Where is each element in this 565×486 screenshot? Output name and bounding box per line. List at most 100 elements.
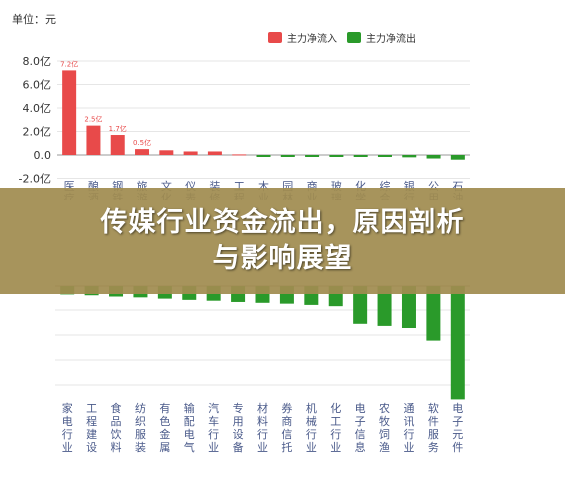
x-tick-label-char: 信	[355, 428, 366, 441]
x-tick-label-char: 工	[234, 180, 245, 193]
legend-swatch-inflow	[268, 32, 282, 43]
y-tick-label: -2.0亿	[19, 173, 51, 186]
x-tick-label-char: 务	[428, 441, 439, 454]
x-tick-label-char: 电	[452, 402, 463, 415]
y-tick-label: 6.0亿	[23, 79, 52, 92]
legend-swatch-outflow	[347, 32, 361, 43]
x-tick-label-char: 备	[233, 440, 244, 454]
legend-label-inflow: 主力净流入	[287, 34, 337, 45]
x-tick-label-char: 子	[452, 415, 463, 428]
bar-outflow	[329, 155, 344, 157]
x-tick-label-char: 金	[159, 427, 170, 441]
x-tick-label-char: 园	[282, 180, 293, 193]
x-tick-label-char: 用	[233, 415, 244, 428]
x-tick-label-char: 件	[452, 441, 463, 454]
legend-label-outflow: 主力净流出	[366, 34, 416, 45]
x-tick-label-char: 有	[159, 401, 170, 415]
data-label: 1.7亿	[109, 124, 127, 133]
data-label: 2.5亿	[84, 115, 102, 124]
x-tick-label-char: 纺	[135, 401, 146, 415]
x-tick-label-char: 料	[111, 440, 122, 454]
x-tick-label-char: 程	[86, 415, 97, 428]
x-tick-label-char: 服	[428, 428, 439, 441]
x-tick-label-char: 饲	[379, 428, 390, 441]
legend-item-inflow[interactable]: 主力净流入	[268, 30, 337, 45]
bar-outflow	[353, 286, 368, 324]
bar-outflow	[450, 286, 465, 400]
x-tick-label-char: 石	[452, 180, 463, 193]
x-tick-label-char: 家	[62, 401, 73, 415]
legend-item-outflow[interactable]: 主力净流出	[347, 30, 416, 45]
bar-inflow	[62, 70, 77, 155]
x-tick-label-char: 行	[208, 428, 219, 441]
x-tick-label-char: 子	[355, 415, 366, 428]
x-tick-label-char: 信	[281, 428, 292, 441]
x-tick-label-char: 木	[258, 180, 269, 193]
x-tick-label-char: 软	[428, 401, 439, 415]
x-tick-label-char: 托	[281, 440, 292, 454]
x-tick-label-char: 券	[281, 401, 292, 415]
headline-banner: 传媒行业资金流出，原因剖析 与影响展望	[0, 188, 565, 294]
bar-outflow	[353, 155, 368, 157]
x-tick-label-char: 品	[111, 415, 122, 428]
x-tick-label-char: 牧	[379, 414, 390, 428]
x-tick-label-char: 配	[184, 415, 195, 428]
bar-inflow	[135, 149, 150, 155]
bar-outflow	[377, 155, 392, 157]
bar-outflow	[426, 155, 441, 159]
bar-outflow	[256, 155, 271, 157]
x-tick-label-char: 化	[355, 179, 366, 193]
x-tick-label-char: 业	[208, 441, 219, 454]
x-tick-label-char: 文	[161, 179, 172, 193]
x-tick-label-char: 息	[355, 440, 366, 454]
bar-inflow	[159, 150, 174, 155]
x-tick-label-char: 设	[233, 428, 244, 441]
x-tick-label-char: 行	[306, 428, 317, 441]
x-tick-label-char: 装	[209, 180, 220, 193]
bar-outflow	[377, 286, 392, 326]
x-tick-label-char: 行	[330, 428, 341, 441]
x-tick-label-char: 业	[306, 441, 317, 454]
x-tick-label-char: 服	[135, 428, 146, 441]
x-tick-label-char: 钢	[112, 180, 123, 193]
unit-label: 单位：元	[12, 13, 56, 26]
x-tick-label-char: 工	[330, 415, 341, 428]
y-tick-label: 4.0亿	[23, 102, 52, 115]
x-tick-label-char: 装	[135, 441, 146, 454]
x-tick-label-char: 业	[257, 441, 268, 454]
x-tick-label-char: 商	[307, 179, 318, 193]
bar-inflow	[86, 125, 101, 155]
x-tick-label-char: 行	[257, 428, 268, 441]
x-tick-label-char: 化	[330, 401, 341, 415]
x-tick-label-char: 工	[86, 402, 97, 415]
bar-outflow	[426, 286, 441, 341]
x-tick-label-char: 公	[428, 180, 439, 193]
x-tick-label-char: 机	[306, 401, 317, 415]
x-tick-label-char: 输	[184, 401, 195, 415]
y-tick-label: 2.0亿	[23, 126, 52, 139]
x-tick-label-char: 械	[306, 414, 317, 428]
x-tick-label-char: 气	[184, 440, 195, 454]
y-tick-label: 8.0亿	[23, 55, 52, 68]
bar-inflow	[110, 135, 125, 155]
headline-line-1: 传媒行业资金流出，原因剖析	[100, 207, 465, 238]
x-tick-label-char: 车	[208, 414, 219, 428]
x-tick-label-char: 汽	[208, 401, 219, 415]
x-tick-label-char: 行	[62, 428, 73, 441]
x-tick-label-char: 业	[62, 441, 73, 454]
x-tick-label-char: 设	[86, 441, 97, 454]
x-tick-label-char: 仪	[185, 180, 196, 193]
x-tick-label-char: 属	[159, 441, 170, 454]
x-tick-label-char: 农	[379, 401, 390, 415]
headline-line-2: 与影响展望	[212, 243, 353, 274]
y-tick-label: 0.0	[34, 149, 52, 162]
x-tick-label-char: 元	[452, 428, 463, 441]
x-tick-label-char: 食	[111, 401, 122, 415]
bar-outflow	[402, 155, 417, 158]
chart-legend[interactable]: 主力净流入 主力净流出	[268, 30, 426, 45]
bar-outflow	[450, 155, 465, 160]
x-tick-label-char: 料	[257, 414, 268, 428]
bar-inflow	[183, 151, 198, 155]
bar-outflow	[280, 155, 295, 157]
